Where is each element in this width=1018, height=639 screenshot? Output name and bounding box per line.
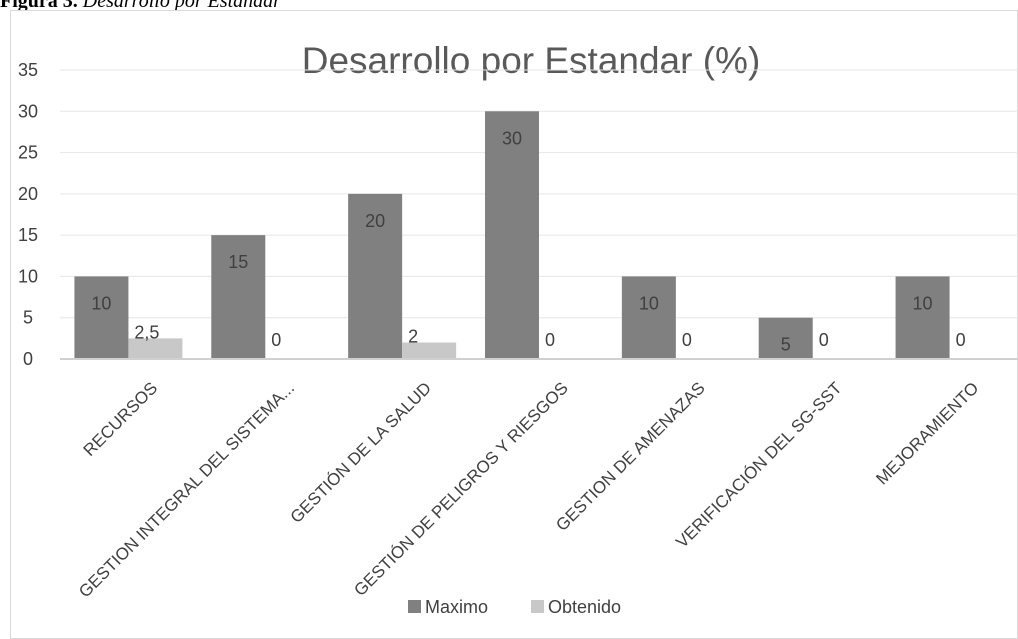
y-tick-label: 30 [18, 101, 38, 121]
data-label-maximo: 20 [365, 211, 385, 231]
data-labels: 10 2,5 15 0 20 2 30 0 10 0 5 0 10 0 [91, 128, 965, 354]
x-tick-label: VERIFICACIÓN DEL SG-SST [672, 378, 845, 551]
bar-obtenido [402, 342, 457, 359]
data-label-obtenido: 0 [819, 330, 829, 350]
x-tick-label: GESTION DE AMENAZAS [552, 378, 708, 534]
figure-caption: Figura 3. Desarrollo por Estandar [0, 0, 281, 11]
bar-maximo [348, 193, 403, 359]
data-label-maximo: 30 [502, 128, 522, 148]
figure-caption-text: Desarrollo por Estandar [82, 0, 281, 12]
bar-obtenido [128, 338, 183, 359]
y-tick-label: 5 [23, 308, 33, 328]
data-label-obtenido: 0 [956, 330, 966, 350]
legend-swatch-maximo [408, 600, 421, 613]
x-tick-label: GESTION INTEGRAL DEL SISTEMA... [75, 378, 298, 601]
legend: Maximo Obtenido [408, 597, 621, 617]
x-tick-label: MEJORAMIENTO [872, 378, 982, 488]
data-label-obtenido: 2,5 [134, 322, 159, 342]
data-label-obtenido: 0 [682, 330, 692, 350]
x-tick-label: GESTIÓN DE LA SALUD [287, 378, 435, 526]
bars [74, 111, 950, 360]
data-label-obtenido: 0 [545, 330, 555, 350]
x-tick-label: RECURSOS [80, 378, 162, 460]
legend-swatch-obtenido [531, 600, 544, 613]
y-tick-label: 25 [18, 143, 38, 163]
bar-maximo [758, 317, 813, 359]
data-label-obtenido: 2 [408, 326, 418, 346]
data-label-maximo: 5 [781, 335, 791, 355]
legend-label-obtenido: Obtenido [548, 597, 621, 617]
bar-maximo [621, 276, 676, 359]
chart-title: Desarrollo por Estandar (%) [302, 40, 761, 81]
bar-maximo [895, 276, 950, 359]
y-tick-label: 20 [18, 184, 38, 204]
legend-label-maximo: Maximo [425, 597, 488, 617]
y-tick-label: 10 [18, 266, 38, 286]
data-label-maximo: 10 [91, 293, 111, 313]
data-label-maximo: 10 [913, 293, 933, 313]
data-label-obtenido: 0 [271, 330, 281, 350]
y-tick-label: 35 [18, 60, 38, 80]
bar-maximo [74, 276, 129, 359]
y-axis: 0 5 10 15 20 25 30 35 [18, 60, 38, 369]
y-tick-label: 15 [18, 225, 38, 245]
bar-maximo [211, 235, 266, 359]
bar-maximo [485, 111, 539, 360]
x-tick-label: GESTIÓN DE PELIGROS Y RIESGOS [350, 378, 571, 599]
figure-caption-label: Figura 3. [0, 0, 78, 12]
data-label-maximo: 15 [228, 252, 248, 272]
data-label-maximo: 10 [639, 293, 659, 313]
y-tick-label: 0 [23, 349, 33, 369]
